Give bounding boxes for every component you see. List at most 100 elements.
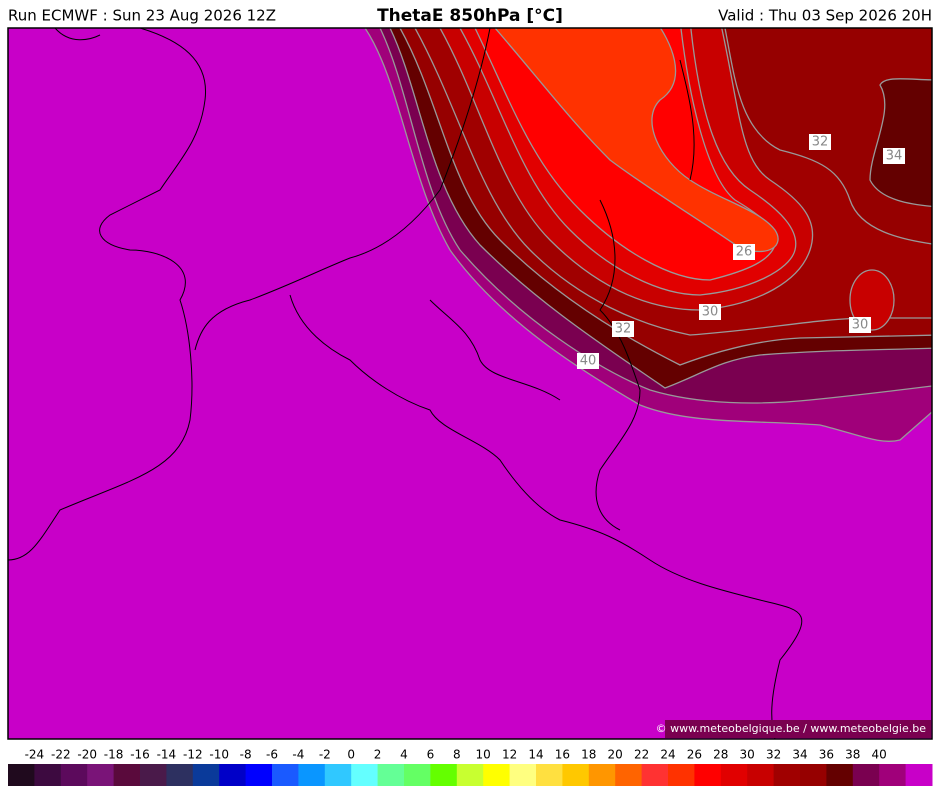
contour-label: 32 <box>812 135 829 150</box>
colorbar-label: -22 <box>51 748 71 762</box>
colorbar-label: 2 <box>374 748 382 762</box>
colorbar-cell <box>747 764 775 786</box>
colorbar-cell <box>800 764 827 786</box>
colorbar-label: 0 <box>347 748 355 762</box>
colorbar-label: -2 <box>319 748 331 762</box>
colorbar-cell <box>483 764 511 786</box>
colorbar-cell <box>430 764 458 786</box>
colorbar-cell <box>694 764 722 786</box>
colorbar-label: 16 <box>555 748 570 762</box>
border <box>289 294 803 739</box>
colorbar-label: 20 <box>608 748 623 762</box>
colorbar-label: 10 <box>476 748 491 762</box>
colorbar-label: 38 <box>845 748 860 762</box>
coastline <box>194 28 491 351</box>
field <box>8 28 932 739</box>
band <box>849 269 895 331</box>
label-box <box>883 148 905 164</box>
colorbar-cell <box>245 764 273 786</box>
label-box <box>612 321 634 337</box>
colorbar-cell <box>34 764 62 786</box>
colorbar-cell <box>562 764 590 786</box>
border <box>595 199 641 531</box>
colorbar-label: -6 <box>266 748 278 762</box>
contour-label: 30 <box>702 305 719 320</box>
colorbar-cell <box>166 764 194 786</box>
colorbar-label: -24 <box>25 748 45 762</box>
band <box>869 78 932 208</box>
copyright: © www.meteobelgique.be / www.meteobelgie… <box>656 722 927 735</box>
colorbar-label: -20 <box>77 748 97 762</box>
colorbar-cell <box>641 764 669 786</box>
label-box <box>699 304 721 320</box>
label-box <box>733 244 755 260</box>
colorbar-cell <box>509 764 537 786</box>
colorbar-cell <box>377 764 405 786</box>
colorbar-label: 22 <box>634 748 649 762</box>
colorbar-cell <box>324 764 352 786</box>
colorbar-cell <box>351 764 379 786</box>
contour-label: 26 <box>736 245 753 260</box>
colorbar-label: 34 <box>792 748 807 762</box>
colorbar-cell <box>720 764 748 786</box>
colorbar-label: -8 <box>240 748 252 762</box>
label-box <box>849 317 871 333</box>
colorbar-cell <box>8 764 35 786</box>
contour-label: 32 <box>615 322 632 337</box>
colorbar-label: 12 <box>502 748 517 762</box>
colorbar-cell <box>668 764 695 786</box>
colorbar-label: 4 <box>400 748 408 762</box>
colorbar-label: 6 <box>427 748 435 762</box>
border <box>429 59 695 401</box>
contour-label: 40 <box>580 354 597 369</box>
colorbar-cell <box>404 764 431 786</box>
colorbar-cell <box>192 764 220 786</box>
colorbar-label: -4 <box>292 748 304 762</box>
run-info: Run ECMWF : Sun 23 Aug 2026 12Z <box>8 7 276 25</box>
colorbar-cell <box>879 764 907 786</box>
label-box <box>809 134 831 150</box>
colorbar-cell <box>536 764 563 786</box>
colorbar-label: -18 <box>104 748 124 762</box>
label-box <box>577 353 599 369</box>
map-title: ThetaE 850hPa [°C] <box>377 6 563 26</box>
colorbar-cell <box>773 764 801 786</box>
map-frame <box>7 27 933 740</box>
contour-labels: 32 34 26 30 30 32 40 <box>577 134 905 369</box>
colorbar-cell <box>60 764 88 786</box>
colorbar-cell <box>826 764 854 786</box>
colorbar-label: 40 <box>872 748 887 762</box>
colorbar-cell <box>615 764 643 786</box>
colorbar-cell <box>272 764 299 786</box>
colorbar-label: 14 <box>528 748 543 762</box>
colorbar-label: -12 <box>183 748 203 762</box>
colorbar-label: 24 <box>660 748 675 762</box>
colorbar-label: 30 <box>740 748 755 762</box>
borders <box>8 28 803 739</box>
colorbar-cell <box>140 764 167 786</box>
copyright-box <box>665 720 931 738</box>
colorbar-cell <box>113 764 141 786</box>
colorbar-label: 18 <box>581 748 596 762</box>
colorbar-cell <box>905 764 933 786</box>
colorbar-label: -16 <box>130 748 150 762</box>
colorbar-cell <box>219 764 247 786</box>
colorbar-cell <box>456 764 484 786</box>
colorbar-label: 28 <box>713 748 728 762</box>
valid-info: Valid : Thu 03 Sep 2026 20H <box>718 7 932 25</box>
colorbar-label: -10 <box>209 748 229 762</box>
colorbar-cell <box>298 764 326 786</box>
colorbar-label: 8 <box>453 748 461 762</box>
colorbar-label: -14 <box>157 748 177 762</box>
colorbar-cell <box>87 764 115 786</box>
band <box>494 28 779 253</box>
colorbar-label: 32 <box>766 748 781 762</box>
colorbar-label: 26 <box>687 748 702 762</box>
colorbar-label: 36 <box>819 748 834 762</box>
colorbar-cell <box>852 764 880 786</box>
contour-label: 30 <box>852 318 869 333</box>
colorbar: -24 -22 -20 -18 -16 -14 -12 -10 -8 -6 -4 -2 0 2 4 6 8 10 1… <box>8 748 933 786</box>
coastline <box>8 28 207 561</box>
